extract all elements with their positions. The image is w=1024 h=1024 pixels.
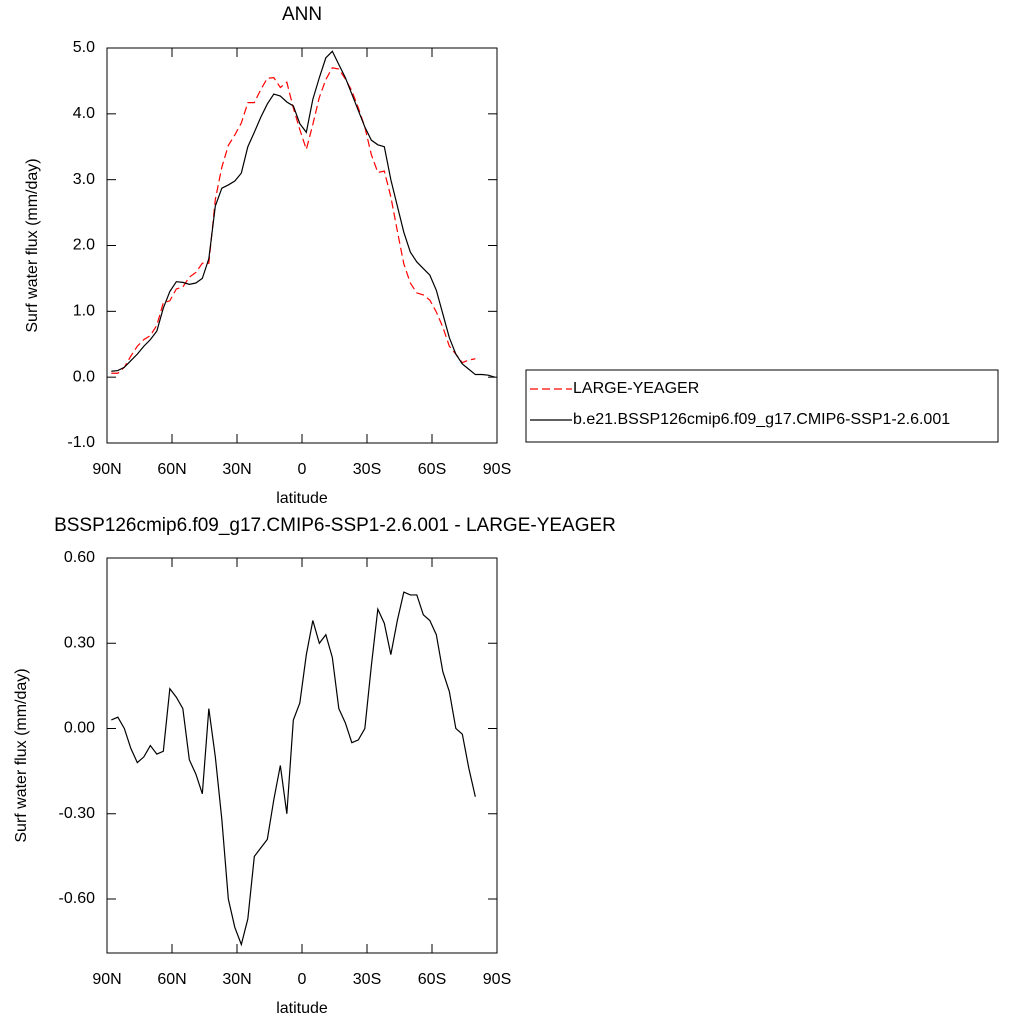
x-tick-label: 30N [222, 461, 251, 478]
plot-frame [106, 47, 498, 444]
x-tick-label: 60N [157, 971, 186, 988]
y-tick-label: 2.0 [73, 237, 95, 254]
y-tick-label: -0.60 [59, 890, 96, 907]
x-axis-label: latitude [276, 1000, 328, 1017]
legend-label: LARGE-YEAGER [573, 380, 699, 397]
data-line [111, 50, 496, 378]
x-tick-label: 90N [92, 461, 121, 478]
y-tick-label: 3.0 [73, 171, 95, 188]
x-tick-label: 90S [483, 971, 511, 988]
x-tick-label: 30S [353, 461, 381, 478]
y-tick-label: 0.30 [64, 634, 95, 651]
y-tick-label: -1.0 [67, 434, 95, 451]
x-tick-label: 60S [418, 971, 446, 988]
data-line [111, 591, 476, 947]
plot-frame [106, 557, 498, 954]
y-tick-label: 1.0 [73, 303, 95, 320]
chart-title: ANN [282, 4, 322, 25]
y-axis-label: Surf water flux (mm/day) [13, 668, 30, 842]
x-tick-label: 30S [353, 971, 381, 988]
x-axis-label: latitude [276, 490, 328, 507]
y-tick-label: 0.00 [64, 720, 95, 737]
x-tick-label: 90S [483, 461, 511, 478]
legend-box [525, 369, 999, 443]
chart: ANN latitude Surf water flux (mm/day) 90N 60… [24, 4, 999, 507]
legend-label: b.e21.BSSP126cmip6.f09_g17.CMIP6-SSP1-2.… [573, 411, 950, 428]
x-tick-label: 60S [418, 461, 446, 478]
x-tick-label: 60N [157, 461, 186, 478]
data-line [111, 67, 476, 374]
x-tick-label: 30N [222, 971, 251, 988]
x-tick-label: 90N [92, 971, 121, 988]
y-tick-label: 4.0 [73, 105, 95, 122]
y-tick-label: 0.60 [64, 549, 95, 566]
y-tick-label: 5.0 [73, 39, 95, 56]
chart-title: BSSP126cmip6.f09_g17.CMIP6-SSP1-2.6.001 … [54, 515, 616, 536]
x-tick-label: 0 [298, 461, 307, 478]
chart: BSSP126cmip6.f09_g17.CMIP6-SSP1-2.6.001 … [13, 515, 616, 1017]
legend: LARGE-YEAGER b.e21.BSSP126cmip6.f09_g17.C… [525, 369, 999, 443]
y-axis-label: Surf water flux (mm/day) [24, 158, 41, 332]
y-tick-label: -0.30 [59, 805, 96, 822]
y-tick-label: 0.0 [73, 368, 95, 385]
x-tick-label: 0 [298, 971, 307, 988]
